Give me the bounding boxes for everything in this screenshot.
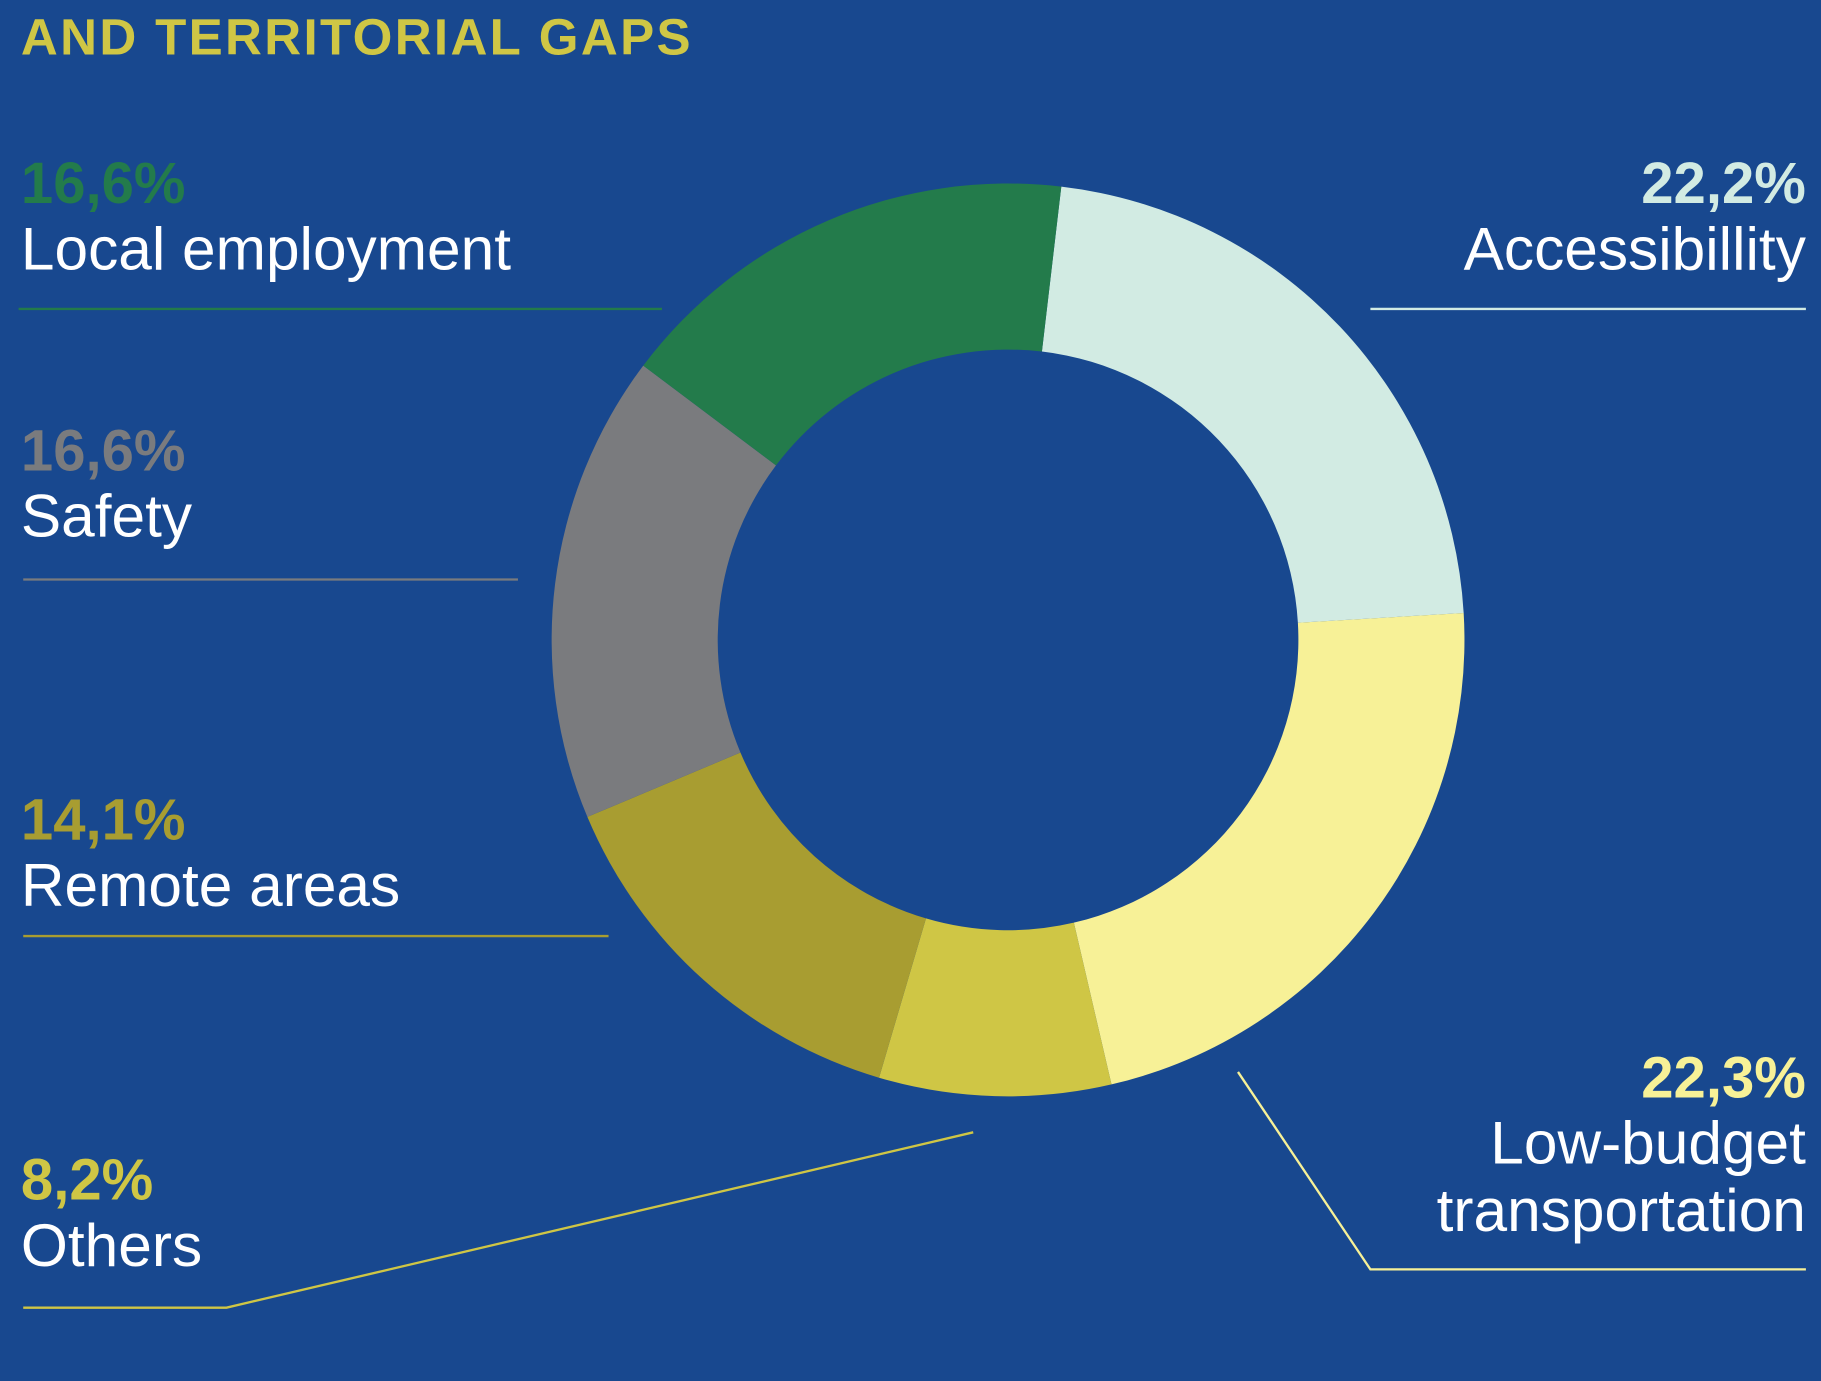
donut-segment — [643, 183, 1062, 466]
category-label: Remote areas — [20, 852, 401, 920]
value-label: 8,2% — [20, 1147, 154, 1213]
category-label: Others — [20, 1212, 203, 1280]
donut-segment — [551, 365, 776, 817]
category-label: Accessibillity — [1463, 216, 1806, 284]
data-label: 16,6% Local employment — [21, 151, 718, 283]
leader-line — [23, 1131, 974, 1309]
data-label: 14,1% Remote areas — [21, 787, 718, 919]
donut-segment — [1041, 186, 1464, 623]
category-label: Local employment — [20, 216, 511, 284]
category-label: Low-budget transportation — [1436, 1110, 1806, 1245]
value-label: 22,3% — [1641, 1045, 1806, 1111]
value-label: 22,2% — [1641, 150, 1806, 217]
value-label: 14,1% — [20, 787, 186, 853]
category-label: Safety — [20, 483, 193, 551]
chart-title: AND TERRITORIAL GAPS — [20, 9, 693, 67]
leader-line — [1237, 1071, 1806, 1271]
data-label: 8,2% Others — [21, 1147, 718, 1279]
donut-segment — [879, 918, 1112, 1097]
donut-segment — [587, 752, 926, 1078]
data-label: 22,2% Accessibillity — [1341, 151, 1806, 283]
value-label: 16,6% — [20, 418, 186, 484]
data-label: 22,3% Low-budget transportation — [1341, 1045, 1806, 1245]
donut-segment — [1073, 612, 1465, 1085]
data-label: 16,6% Safety — [21, 418, 718, 550]
value-label: 16,6% — [20, 150, 186, 217]
